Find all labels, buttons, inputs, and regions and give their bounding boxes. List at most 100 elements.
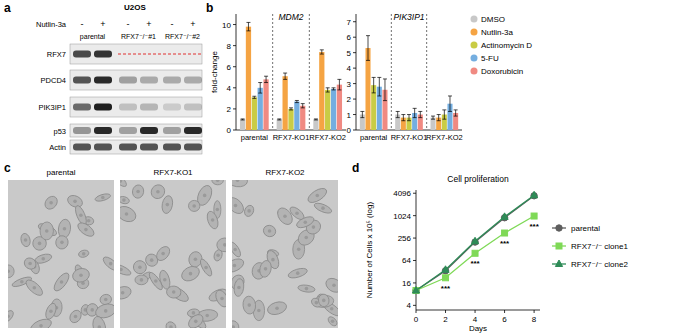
band: [73, 127, 91, 134]
cell: [232, 180, 248, 188]
nucleus: [172, 290, 176, 294]
nucleus: [45, 229, 49, 233]
nucleus: [232, 325, 235, 328]
error-bar: [337, 79, 341, 90]
nucleus: [136, 190, 140, 194]
error-bar: [396, 111, 400, 117]
nucleus: [192, 311, 196, 315]
error-stem: [379, 77, 380, 96]
error-cap: [252, 98, 256, 99]
nucleus: [220, 297, 224, 301]
nucleus: [60, 280, 64, 284]
error-cap: [326, 92, 330, 93]
band: [73, 77, 91, 84]
error-bar: [377, 77, 381, 96]
y-tick: [233, 130, 236, 131]
chart-title: MDM2: [278, 12, 303, 22]
nucleus: [166, 203, 170, 207]
knockout-line: [118, 54, 201, 55]
error-cap: [241, 118, 245, 119]
x-tick-label: RFX7-KO1: [273, 133, 310, 142]
error-bar: [277, 119, 281, 120]
error-bar: [383, 79, 387, 101]
cell: [131, 258, 149, 276]
y-tick-label: 5: [347, 49, 352, 58]
y-tick: [353, 21, 356, 22]
micrograph-title: RFX7-KO2: [265, 168, 305, 177]
nucleus: [283, 214, 287, 218]
group-label: RFX7⁻/⁻#2: [165, 33, 200, 40]
error-stem: [433, 116, 434, 119]
error-bar: [413, 108, 417, 117]
y-label: Number of Cells x 10⁵ (log): [365, 202, 374, 299]
error-cap: [360, 117, 364, 118]
cell: [287, 266, 308, 279]
cell: [29, 316, 54, 328]
nucleus: [82, 252, 86, 256]
blot-row-label: Actin: [49, 143, 66, 152]
error-cap: [301, 103, 305, 104]
legend-label: Actinomycin D: [481, 41, 532, 50]
band: [119, 104, 137, 111]
nucleus: [140, 278, 144, 282]
band: [94, 51, 112, 58]
bar: [283, 76, 288, 130]
cell: [297, 284, 315, 293]
error-stem: [455, 110, 456, 116]
annotation: ***: [470, 259, 480, 268]
bar: [263, 79, 268, 130]
nucleus: [315, 301, 319, 305]
error-bar: [289, 108, 293, 110]
band: [184, 144, 202, 151]
bar: [365, 48, 370, 130]
x-label: Days: [469, 324, 487, 333]
group-separator: [426, 14, 427, 130]
micrograph-bg: [232, 180, 338, 328]
error-stem: [362, 111, 363, 117]
error-cap: [246, 30, 250, 31]
y-tick: [233, 66, 236, 67]
error-stem: [339, 79, 340, 90]
nucleus: [234, 204, 238, 208]
cell: [313, 201, 333, 215]
error-cap: [454, 109, 458, 110]
x-tick: [475, 310, 476, 313]
error-cap: [377, 77, 381, 78]
cell: [8, 265, 14, 278]
band: [163, 144, 181, 151]
band: [163, 127, 181, 134]
band: [94, 127, 112, 134]
error-stem: [248, 22, 249, 30]
band: [94, 144, 112, 151]
nucleus: [237, 286, 241, 290]
point: [502, 230, 508, 236]
cell: [232, 320, 240, 328]
nucleus: [216, 208, 220, 212]
error-cap: [383, 100, 387, 101]
band: [119, 144, 137, 151]
point: [412, 287, 419, 294]
cell: [275, 205, 296, 227]
bar: [313, 119, 318, 130]
y-tick: [353, 130, 356, 131]
error-cap: [246, 22, 250, 23]
blot-strip: [70, 124, 202, 137]
bar: [288, 109, 293, 130]
nucleus: [122, 198, 126, 202]
blot-row-label: p53: [53, 127, 66, 136]
nucleus: [49, 309, 53, 313]
blot-strip: [70, 140, 202, 154]
error-stem: [420, 111, 421, 117]
cell: [135, 275, 148, 285]
x-tick-label: 4: [473, 315, 478, 324]
cell: [266, 300, 288, 317]
nucleus: [295, 211, 299, 215]
y-label: fold-change: [210, 51, 219, 93]
error-stem: [368, 36, 369, 61]
error-cap: [314, 119, 318, 120]
band: [184, 104, 202, 111]
error-cap: [437, 120, 441, 121]
micrograph: [8, 180, 114, 328]
point: [442, 266, 449, 273]
nucleus: [41, 257, 45, 261]
